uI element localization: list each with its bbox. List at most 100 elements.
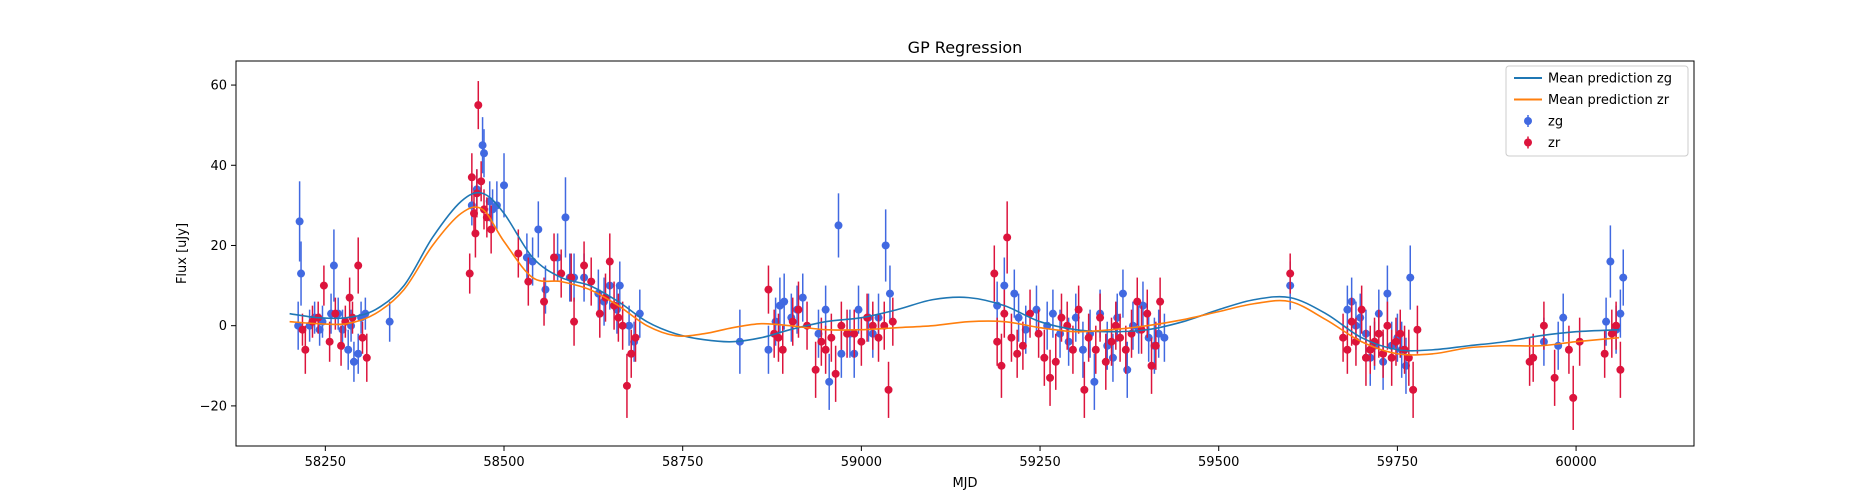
zr-point <box>570 317 579 326</box>
y-tick-label: 40 <box>210 159 227 174</box>
zr-point <box>1121 345 1130 354</box>
zr-point <box>487 225 496 234</box>
x-tick-label: 58500 <box>483 455 524 470</box>
zg-point <box>1343 305 1352 314</box>
zr-point <box>524 277 533 286</box>
zg-point <box>329 261 338 270</box>
zg-point <box>478 141 487 150</box>
zr-point <box>1133 297 1142 306</box>
zg-point <box>1108 353 1117 362</box>
zr-point <box>821 345 830 354</box>
zr-point <box>837 321 846 330</box>
zg-point <box>1064 337 1073 346</box>
zr-point <box>618 321 627 330</box>
zr-point <box>1084 333 1093 342</box>
zr-point <box>345 293 354 302</box>
zr-point <box>1379 349 1388 358</box>
zr-point <box>474 101 483 110</box>
zr-point <box>354 261 363 270</box>
zg-point <box>1154 329 1163 338</box>
zr-point <box>540 297 549 306</box>
chart-title: GP Regression <box>908 38 1023 57</box>
zg-point <box>561 213 570 222</box>
zg-point <box>1090 377 1099 386</box>
zr-point <box>1347 317 1356 326</box>
x-tick-label: 59000 <box>841 455 882 470</box>
zr-point <box>1034 329 1043 338</box>
zr-point <box>1539 321 1548 330</box>
zg-point <box>1606 257 1615 266</box>
legend: Mean prediction zg Mean prediction zr zg zr <box>1505 65 1689 157</box>
zr-point <box>1413 325 1422 334</box>
zr-point <box>1404 353 1413 362</box>
zr-point <box>1357 305 1366 314</box>
zr-point <box>325 337 334 346</box>
zr-point <box>1343 345 1352 354</box>
zr-point <box>850 329 859 338</box>
zg-point <box>1021 325 1030 334</box>
zr-point <box>788 317 797 326</box>
zr-point <box>1143 309 1152 318</box>
zr-point <box>298 325 307 334</box>
zr-point <box>993 337 1002 346</box>
zr-point <box>631 333 640 342</box>
legend-marker-3 <box>1524 138 1532 147</box>
zr-point <box>1074 305 1083 314</box>
zr-point <box>337 341 346 350</box>
zg-point <box>1014 313 1023 322</box>
zr-point <box>1111 321 1120 330</box>
zg-point <box>295 217 304 226</box>
zg-point <box>1118 289 1127 298</box>
zg-point <box>297 269 306 278</box>
zg-point <box>881 241 890 250</box>
zr-point <box>817 337 826 346</box>
zr-point <box>1366 345 1375 354</box>
series-zg <box>294 117 1628 410</box>
zr-point <box>1040 353 1049 362</box>
zr-point <box>358 333 367 342</box>
y-tick-label: −20 <box>200 399 227 414</box>
zr-point <box>605 257 614 266</box>
zr-point <box>1391 337 1400 346</box>
zg-point <box>814 329 823 338</box>
zr-point <box>614 313 623 322</box>
x-tick-label: 60000 <box>1555 455 1596 470</box>
zg-point <box>1000 281 1009 290</box>
zr-point <box>888 317 897 326</box>
x-tick-label: 59250 <box>1019 455 1060 470</box>
zr-point <box>1286 269 1295 278</box>
zg-point <box>821 305 830 314</box>
zr-point <box>1396 329 1405 338</box>
zr-point <box>1116 333 1125 342</box>
zg-point <box>480 149 489 158</box>
zr-point <box>301 345 310 354</box>
zr-point <box>1096 313 1105 322</box>
zr-point <box>827 333 836 342</box>
zr-point <box>587 277 596 286</box>
zg-point <box>837 349 846 358</box>
x-tick-label: 59500 <box>1198 455 1239 470</box>
zg-point <box>780 297 789 306</box>
zr-point <box>1612 321 1621 330</box>
zr-point <box>1156 297 1165 306</box>
zr-point <box>868 321 877 330</box>
zr-point <box>1091 345 1100 354</box>
zg-point <box>1356 313 1365 322</box>
zr-point <box>794 305 803 314</box>
zg-point <box>541 285 550 294</box>
zg-point <box>1406 273 1415 282</box>
zr-point <box>1101 357 1110 366</box>
zr-point <box>811 365 820 374</box>
y-axis-label: Flux [uJy] <box>175 223 190 284</box>
zg-point <box>385 317 394 326</box>
zr-point <box>627 349 636 358</box>
zr-point <box>465 269 474 278</box>
legend-label: Mean prediction zg <box>1548 72 1672 87</box>
zr-point <box>514 249 523 258</box>
zg-point <box>825 377 834 386</box>
zr-point <box>331 309 340 318</box>
zg-point <box>349 357 358 366</box>
zr-point <box>997 361 1006 370</box>
zg-point <box>1602 317 1611 326</box>
zr-point <box>1616 365 1625 374</box>
